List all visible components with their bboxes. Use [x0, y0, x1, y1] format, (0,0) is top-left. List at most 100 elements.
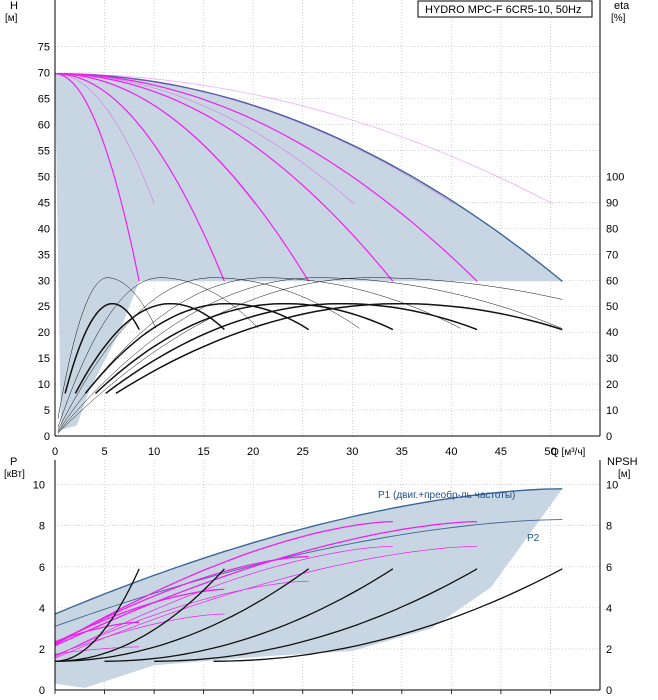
y-right-tick-label: 90 [606, 197, 618, 209]
y-left-tick-label: 70 [38, 68, 50, 80]
y-left-tick-label: 2 [39, 644, 45, 656]
head-curve-thin [54, 73, 155, 205]
bottom-axes: 0 2 4 6 8 10 0 2 4 6 8 10 [33, 460, 618, 697]
bottom-curves [54, 488, 563, 662]
y-left-tick-label: 0 [39, 685, 45, 697]
y-left-tick-label: 6 [39, 562, 45, 574]
y-left-tick-label: 35 [38, 249, 50, 261]
x-tick-label: 25 [297, 446, 309, 458]
efficiency-thin-curve [57, 277, 461, 432]
y-left-tick-label: 45 [38, 197, 50, 209]
npsh-curve-4-pumps [104, 568, 394, 662]
y-left-tick-label: 55 [38, 146, 50, 158]
head-curve-thin [54, 73, 554, 205]
bottom-left-axis-label-line2: [кВт] [4, 469, 25, 480]
head-curve-2-pumps [54, 73, 225, 282]
y-left-tick-label: 4 [39, 603, 45, 615]
y-left-tick-label: 50 [38, 171, 50, 183]
top-left-axis-label-line1: H [10, 0, 18, 12]
efficiency-thin-curve [57, 277, 360, 431]
x-tick-label: 0 [52, 446, 58, 458]
x-tick-label: 50 [544, 446, 556, 458]
y-right-tick-label: 10 [606, 480, 618, 492]
head-curve-thin [54, 73, 256, 205]
chart-title: HYDRO MPC-F 6CR5-10, 50Hz [425, 4, 581, 16]
power-curve-thin [54, 545, 393, 658]
efficiency-thin-curve [57, 277, 259, 428]
efficiency-curve-6-pumps [115, 302, 563, 395]
title-box: HYDRO MPC-F 6CR5-10, 50Hz [417, 0, 593, 18]
npsh-curve-6-pumps [213, 568, 563, 662]
y-right-tick-label: 100 [606, 171, 624, 183]
top-right-axis-label-line2: [%] [611, 13, 626, 24]
y-left-tick-label: 20 [38, 327, 50, 339]
npsh-curve-3-pumps [54, 568, 310, 662]
y-left-tick-label: 0 [44, 431, 50, 443]
efficiency-curve-2-pumps [74, 302, 225, 394]
efficiency-thin-curve [57, 277, 563, 434]
p2-annotation: P2 [527, 533, 540, 544]
x-tick-label: 15 [198, 446, 210, 458]
x-tick-label: 35 [396, 446, 408, 458]
efficiency-thin-curve [57, 277, 157, 419]
power-envelope-fill [55, 488, 563, 688]
y-left-tick-label: 15 [38, 353, 50, 365]
y-right-tick-label: 8 [606, 521, 612, 533]
power-envelope-area [55, 488, 563, 688]
top-axes: 0510152025303540455055606570750102030405… [38, 0, 624, 458]
bottom-left-axis-label-line1: P [10, 456, 17, 468]
y-left-tick-label: 25 [38, 301, 50, 313]
efficiency-curve-5-pumps [105, 302, 478, 394]
power-curve-thin [54, 613, 225, 656]
x-tick-label: 40 [445, 446, 457, 458]
y-left-tick-label: 10 [38, 379, 50, 391]
y-left-tick-label: 5 [44, 405, 50, 417]
top-curves [54, 73, 563, 434]
y-left-tick-label: 60 [38, 120, 50, 132]
power-p1-curve [54, 488, 563, 615]
x-tick-label: 30 [346, 446, 358, 458]
power-curve-thin [54, 545, 478, 659]
y-right-tick-label: 30 [606, 353, 618, 365]
y-right-tick-label: 20 [606, 379, 618, 391]
bottom-right-axis-label-line1: NPSH [607, 456, 638, 468]
x-tick-label: 20 [247, 446, 259, 458]
head-curve-1-pumps [54, 73, 140, 282]
efficiency-thin-curve [57, 277, 562, 433]
y-left-tick-label: 30 [38, 275, 50, 287]
head-envelope-area [55, 73, 563, 430]
y-right-tick-label: 70 [606, 249, 618, 261]
x-tick-label: 45 [495, 446, 507, 458]
y-left-tick-label: 10 [33, 480, 45, 492]
power-p2-curve [54, 519, 563, 627]
y-right-tick-label: 40 [606, 327, 618, 339]
y-right-tick-label: 0 [606, 431, 612, 443]
efficiency-curve-1-pumps [64, 302, 140, 394]
top-right-axis-label-line1: eta [614, 0, 630, 12]
bottom-right-axis-label-line2: [м] [618, 469, 631, 480]
y-right-tick-label: 4 [606, 603, 612, 615]
y-right-tick-label: 60 [606, 275, 618, 287]
y-right-tick-label: 80 [606, 223, 618, 235]
head-curve-thin [54, 73, 454, 205]
efficiency-curve-4-pumps [94, 302, 394, 394]
x-axis-label: Q [м³/ч] [551, 447, 586, 458]
y-left-tick-label: 75 [38, 42, 50, 54]
y-right-tick-label: 50 [606, 301, 618, 313]
top-left-axis-label-line2: [м] [5, 13, 18, 24]
npsh-curve-2-pumps [54, 568, 225, 662]
x-tick-label: 5 [101, 446, 107, 458]
head-curve-4-pumps [54, 73, 394, 282]
y-right-tick-label: 0 [606, 685, 612, 697]
y-left-tick-label: 65 [38, 94, 50, 106]
power-curve-4-pumps [54, 520, 393, 646]
p1-annotation: P1 (двиг.+преобр-ль частоты) [378, 489, 515, 501]
y-right-tick-label: 10 [606, 405, 618, 417]
y-right-tick-label: 2 [606, 644, 612, 656]
head-envelope-fill [55, 73, 563, 430]
head-curve-5-pumps [54, 73, 478, 282]
y-left-tick-label: 8 [39, 521, 45, 533]
head-curve-thin [54, 73, 355, 205]
power-curve-5-pumps [54, 520, 478, 647]
